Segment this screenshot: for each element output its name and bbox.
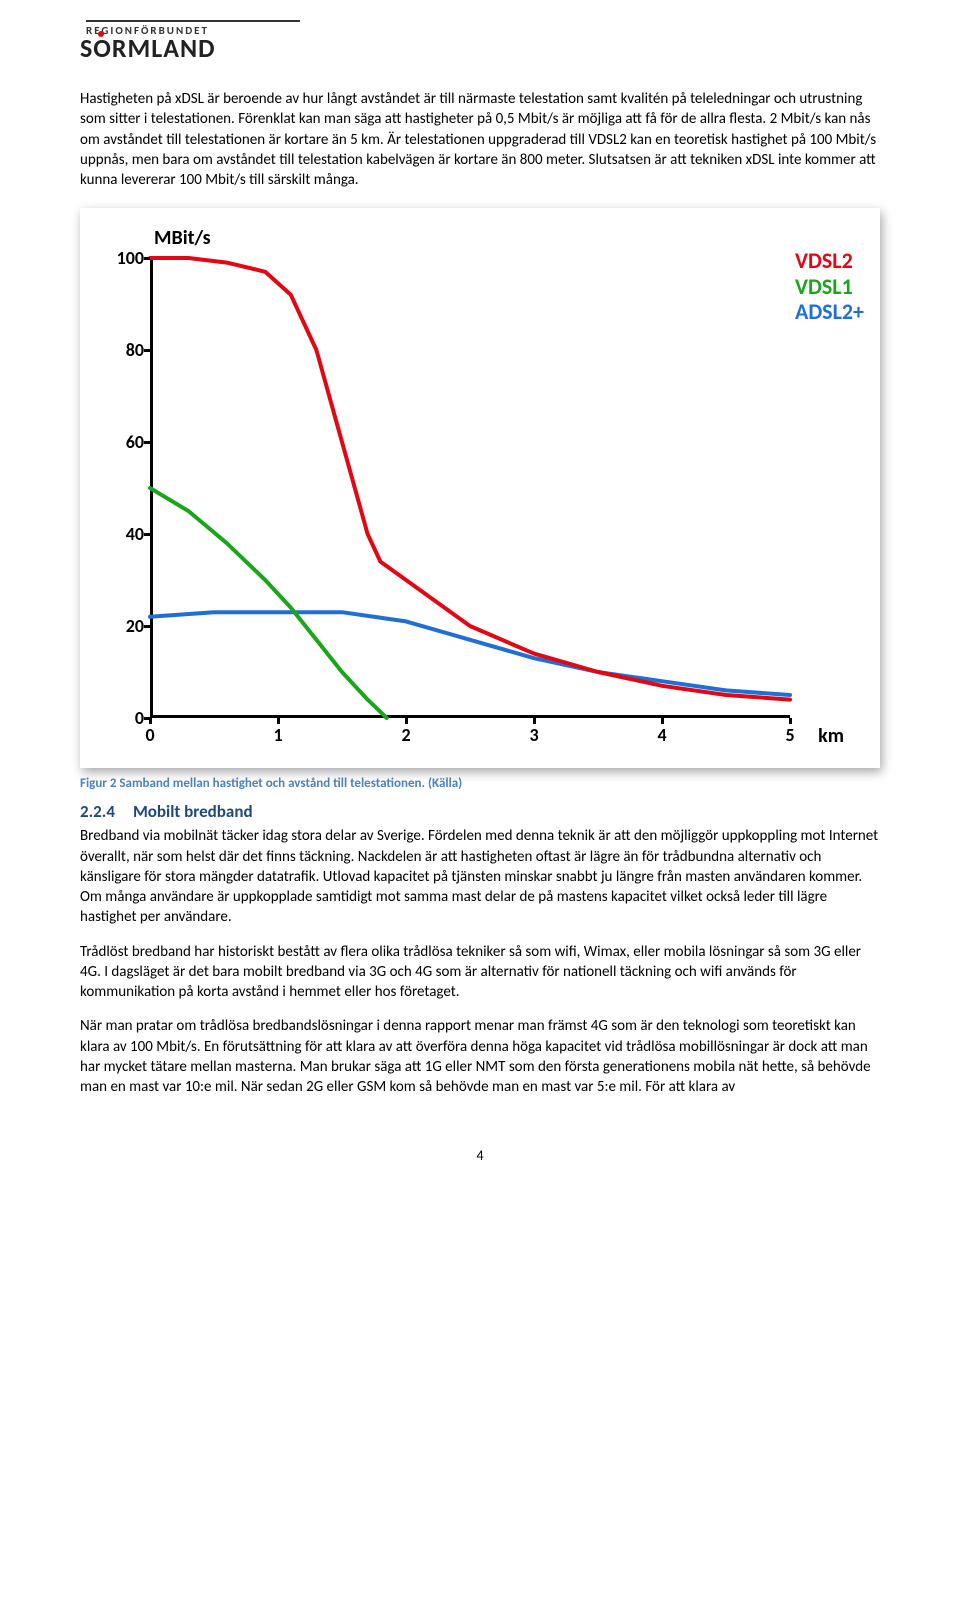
- x-tick-label: 5: [785, 724, 794, 746]
- paragraph-4: När man pratar om trådlösa bredbandslösn…: [80, 1016, 880, 1097]
- y-tick-label: 80: [106, 339, 144, 361]
- x-tick-label: 3: [529, 724, 538, 746]
- chart-x-unit: km: [818, 724, 844, 748]
- chart-plot-area: km 020406080100012345: [150, 258, 790, 718]
- page-number: 4: [80, 1147, 880, 1164]
- y-tick-label: 100: [106, 247, 144, 269]
- legend-item-vdsl2: VDSL2: [795, 248, 864, 273]
- y-tick-label: 0: [106, 707, 144, 729]
- series-vdsl1: [150, 488, 387, 718]
- chart-y-axis-title: MBit/s: [154, 226, 211, 250]
- chart: MBit/s VDSL2 VDSL1 ADSL2+ km 02040608010…: [80, 208, 880, 768]
- section-number: 2.2.4: [80, 801, 115, 822]
- chart-container: MBit/s VDSL2 VDSL1 ADSL2+ km 02040608010…: [80, 208, 880, 768]
- x-tick-label: 4: [657, 724, 666, 746]
- logo: REGIONFÖRBUNDET SORMLAND: [80, 20, 300, 61]
- chart-svg: [150, 258, 790, 718]
- x-tick-mark: [789, 718, 792, 724]
- paragraph-3: Trådlöst bredband har historiskt bestått…: [80, 942, 880, 1003]
- x-tick-mark: [533, 718, 536, 724]
- x-tick-mark: [277, 718, 280, 724]
- y-tick-label: 40: [106, 523, 144, 545]
- y-tick-mark: [144, 441, 150, 444]
- x-tick-label: 0: [145, 724, 154, 746]
- paragraph-1: Hastigheten på xDSL är beroende av hur l…: [80, 89, 880, 190]
- series-vdsl2: [150, 258, 790, 700]
- y-tick-mark: [144, 349, 150, 352]
- x-tick-mark: [149, 718, 152, 724]
- legend-item-adsl2: ADSL2+: [795, 299, 864, 324]
- y-tick-mark: [144, 257, 150, 260]
- legend-item-vdsl1: VDSL1: [795, 274, 864, 299]
- x-tick-label: 1: [273, 724, 282, 746]
- x-tick-label: 2: [401, 724, 410, 746]
- x-tick-mark: [661, 718, 664, 724]
- paragraph-2: Bredband via mobilnät täcker idag stora …: [80, 826, 880, 927]
- caption-text: Figur 2 Samband mellan hastighet och avs…: [80, 776, 425, 791]
- logo-title: SORMLAND: [80, 35, 300, 61]
- caption-source: (Källa): [428, 776, 462, 791]
- document-page: REGIONFÖRBUNDET SORMLAND Hastigheten på …: [0, 0, 960, 1204]
- y-tick-label: 60: [106, 431, 144, 453]
- chart-legend: VDSL2 VDSL1 ADSL2+: [795, 248, 864, 324]
- x-tick-mark: [405, 718, 408, 724]
- figure-caption: Figur 2 Samband mellan hastighet och avs…: [80, 776, 880, 791]
- y-tick-mark: [144, 533, 150, 536]
- y-tick-mark: [144, 625, 150, 628]
- section-title: Mobilt bredband: [133, 801, 253, 822]
- section-heading: 2.2.4 Mobilt bredband: [80, 801, 880, 822]
- y-tick-label: 20: [106, 615, 144, 637]
